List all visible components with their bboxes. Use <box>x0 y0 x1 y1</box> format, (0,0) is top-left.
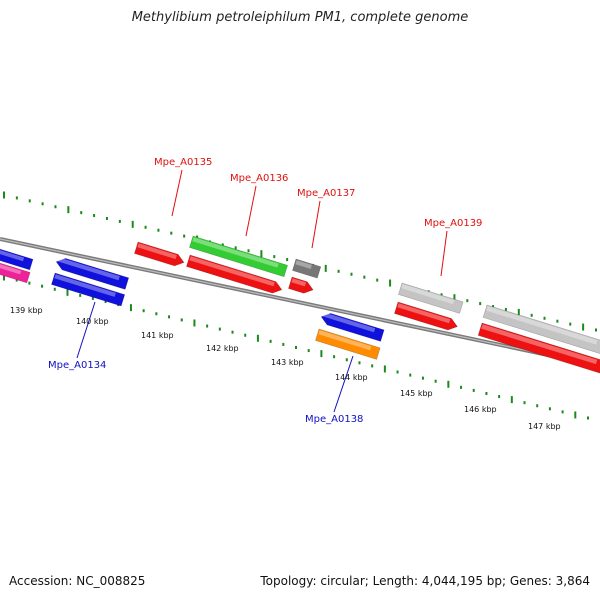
gene-label-mpe-a0139: Mpe_A0139 <box>424 218 482 229</box>
gray-block-a0139-shine <box>401 284 455 305</box>
gray-block-right-shine <box>486 306 598 345</box>
magenta-block-left-body <box>0 259 31 284</box>
red-arrow-a0137-shine <box>291 278 307 287</box>
kbp-label: 144 kbp <box>335 373 368 382</box>
red-arrow-a0135-body <box>134 241 185 267</box>
red-block-right-shine <box>481 324 598 365</box>
gene-features <box>0 235 600 375</box>
magenta-block-left <box>0 259 31 284</box>
gene-labels: Mpe_A0135 Mpe_A0136 Mpe_A0137 Mpe_A0139 Mpe_… <box>48 157 482 425</box>
gray-block-a0137 <box>292 258 322 279</box>
orange-block-a0138-shine <box>318 330 372 351</box>
red-arrow-a0136 <box>186 254 283 294</box>
gene-label-mpe-a0135: Mpe_A0135 <box>154 157 212 168</box>
blue-arrow-a0134-upper <box>55 257 130 290</box>
blue-arrow-a0138-body <box>320 313 385 342</box>
blue-block-a0134-lower-body <box>51 272 126 307</box>
topology-text: Topology: circular; Length: 4,044,195 bp… <box>260 574 590 588</box>
gene-label-mpe-a0138: Mpe_A0138 <box>305 414 363 425</box>
kbp-scale-labels: 139 kbp 140 kbp 141 kbp 142 kbp 143 kbp 144 k… <box>10 306 561 431</box>
red-arrow-a0135 <box>134 241 185 267</box>
map-title: Methylibium petroleiphilum PM1, complete… <box>131 10 469 25</box>
leader-line <box>440 230 448 277</box>
green-block-a0136-body <box>189 235 288 278</box>
red-block-right-body <box>477 322 600 375</box>
kbp-label: 140 kbp <box>76 317 109 326</box>
green-block-a0136 <box>189 235 288 278</box>
blue-block-a0134-lower-shine <box>54 274 116 297</box>
kbp-label: 139 kbp <box>10 306 43 315</box>
leader-line <box>171 169 183 217</box>
backbone-line-inner <box>0 238 600 367</box>
blue-block-a0134-lower <box>51 272 126 307</box>
blue-block-left-shine <box>0 247 25 262</box>
leader-line <box>76 301 96 359</box>
blue-block-left-body <box>0 245 34 271</box>
red-arrow-a0139-shine <box>397 303 451 324</box>
gray-block-a0139 <box>398 282 464 314</box>
red-arrow-a0139 <box>394 301 458 331</box>
gene-label-mpe-a0137: Mpe_A0137 <box>297 188 355 199</box>
genome-backbone <box>0 237 600 368</box>
blue-arrow-a0134-upper-shine <box>57 257 120 281</box>
gray-block-a0137-shine <box>295 260 312 269</box>
orange-block-a0138-body <box>315 328 381 360</box>
blue-arrow-a0138 <box>320 312 385 342</box>
green-block-a0136-shine <box>192 237 279 268</box>
gene-label-mpe-a0134: Mpe_A0134 <box>48 360 106 371</box>
kbp-label: 143 kbp <box>271 358 304 367</box>
magenta-block-left-shine <box>0 261 22 275</box>
gray-block-a0137-body <box>292 258 322 279</box>
gray-block-right-body <box>482 304 600 355</box>
kbp-label: 141 kbp <box>141 331 174 340</box>
kbp-label: 146 kbp <box>464 405 497 414</box>
red-arrow-a0136-shine <box>189 256 275 287</box>
leader-line <box>245 185 257 237</box>
gene-label-mpe-a0136: Mpe_A0136 <box>230 173 288 184</box>
kbp-label: 145 kbp <box>400 389 433 398</box>
gray-block-a0139-body <box>398 282 464 314</box>
red-arrow-a0137 <box>288 276 314 294</box>
leader-line <box>333 355 354 413</box>
leader-line <box>311 200 321 249</box>
lower-tick-track <box>3 273 589 420</box>
blue-arrow-a0138-shine <box>322 312 376 333</box>
red-arrow-a0139-body <box>394 301 458 331</box>
gray-block-right <box>482 304 600 355</box>
blue-block-left <box>0 245 34 271</box>
orange-block-a0138 <box>315 328 381 360</box>
accession-text: Accession: NC_008825 <box>9 574 146 588</box>
kbp-label: 147 kbp <box>528 422 561 431</box>
kbp-label: 142 kbp <box>206 344 239 353</box>
red-arrow-a0137-body <box>288 276 314 294</box>
red-arrow-a0136-body <box>186 254 283 294</box>
blue-arrow-a0134-upper-body <box>55 258 130 290</box>
red-block-right <box>477 322 600 375</box>
red-arrow-a0135-shine <box>137 243 177 260</box>
label-leader-lines <box>76 169 448 413</box>
